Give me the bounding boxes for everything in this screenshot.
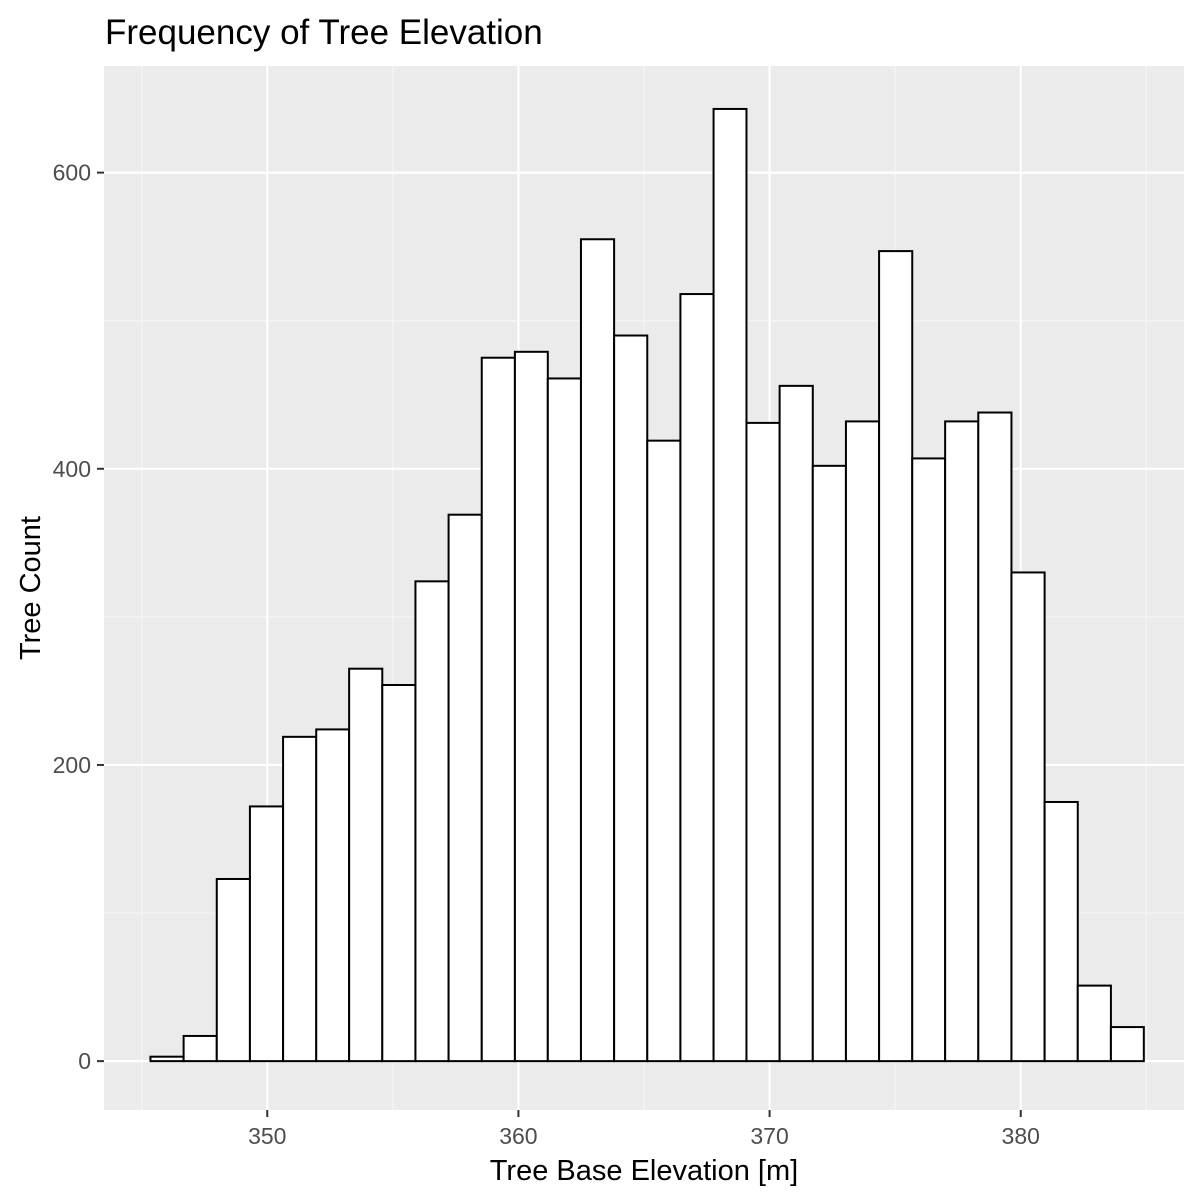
- histogram-bar: [679, 293, 715, 1063]
- chart-title: Frequency of Tree Elevation: [105, 13, 543, 52]
- histogram-bar: [745, 421, 781, 1063]
- histogram-bar: [182, 1034, 218, 1063]
- histogram-bar: [944, 420, 980, 1063]
- y-axis-title: Tree Count: [15, 516, 47, 660]
- histogram-bar: [1010, 571, 1046, 1063]
- histogram-bars: [149, 107, 1145, 1063]
- x-axis: 350 360 370 380: [248, 1110, 1040, 1149]
- x-axis-title: Tree Base Elevation [m]: [490, 1155, 798, 1187]
- histogram-bar: [348, 667, 384, 1063]
- x-tick-label: 380: [1002, 1123, 1040, 1149]
- histogram-bar: [1076, 984, 1112, 1063]
- y-tick-label: 200: [53, 752, 91, 778]
- y-tick-label: 0: [78, 1048, 91, 1074]
- histogram-bar: [613, 334, 649, 1063]
- histogram-bar: [1043, 800, 1079, 1063]
- x-tick-label: 370: [750, 1123, 788, 1149]
- histogram-bar: [579, 238, 616, 1063]
- y-tick-label: 600: [53, 160, 91, 186]
- histogram-bar: [315, 728, 351, 1063]
- histogram-bar: [447, 513, 483, 1063]
- histogram-bar: [149, 1055, 185, 1063]
- histogram-bar: [646, 439, 682, 1063]
- histogram-bar: [414, 580, 450, 1063]
- y-tick-label: 400: [53, 456, 91, 482]
- histogram-bar: [480, 356, 516, 1063]
- x-tick-label: 350: [248, 1123, 286, 1149]
- histogram-bar: [778, 384, 814, 1063]
- x-tick-label: 360: [499, 1123, 537, 1149]
- histogram-bar: [282, 735, 318, 1063]
- histogram-bar: [215, 877, 251, 1063]
- histogram-bar: [712, 107, 748, 1063]
- histogram-bar: [977, 411, 1013, 1063]
- histogram-bar: [911, 457, 947, 1063]
- histogram-bar: [1109, 1026, 1145, 1063]
- histogram-bar: [248, 805, 285, 1063]
- y-axis: 0 200 400 600: [53, 160, 104, 1074]
- histogram-bar: [381, 683, 417, 1063]
- histogram-bar: [844, 420, 881, 1063]
- histogram-bar: [546, 377, 582, 1063]
- histogram-bar: [513, 350, 549, 1063]
- histogram-bar: [811, 464, 847, 1063]
- histogram-bar: [878, 250, 914, 1063]
